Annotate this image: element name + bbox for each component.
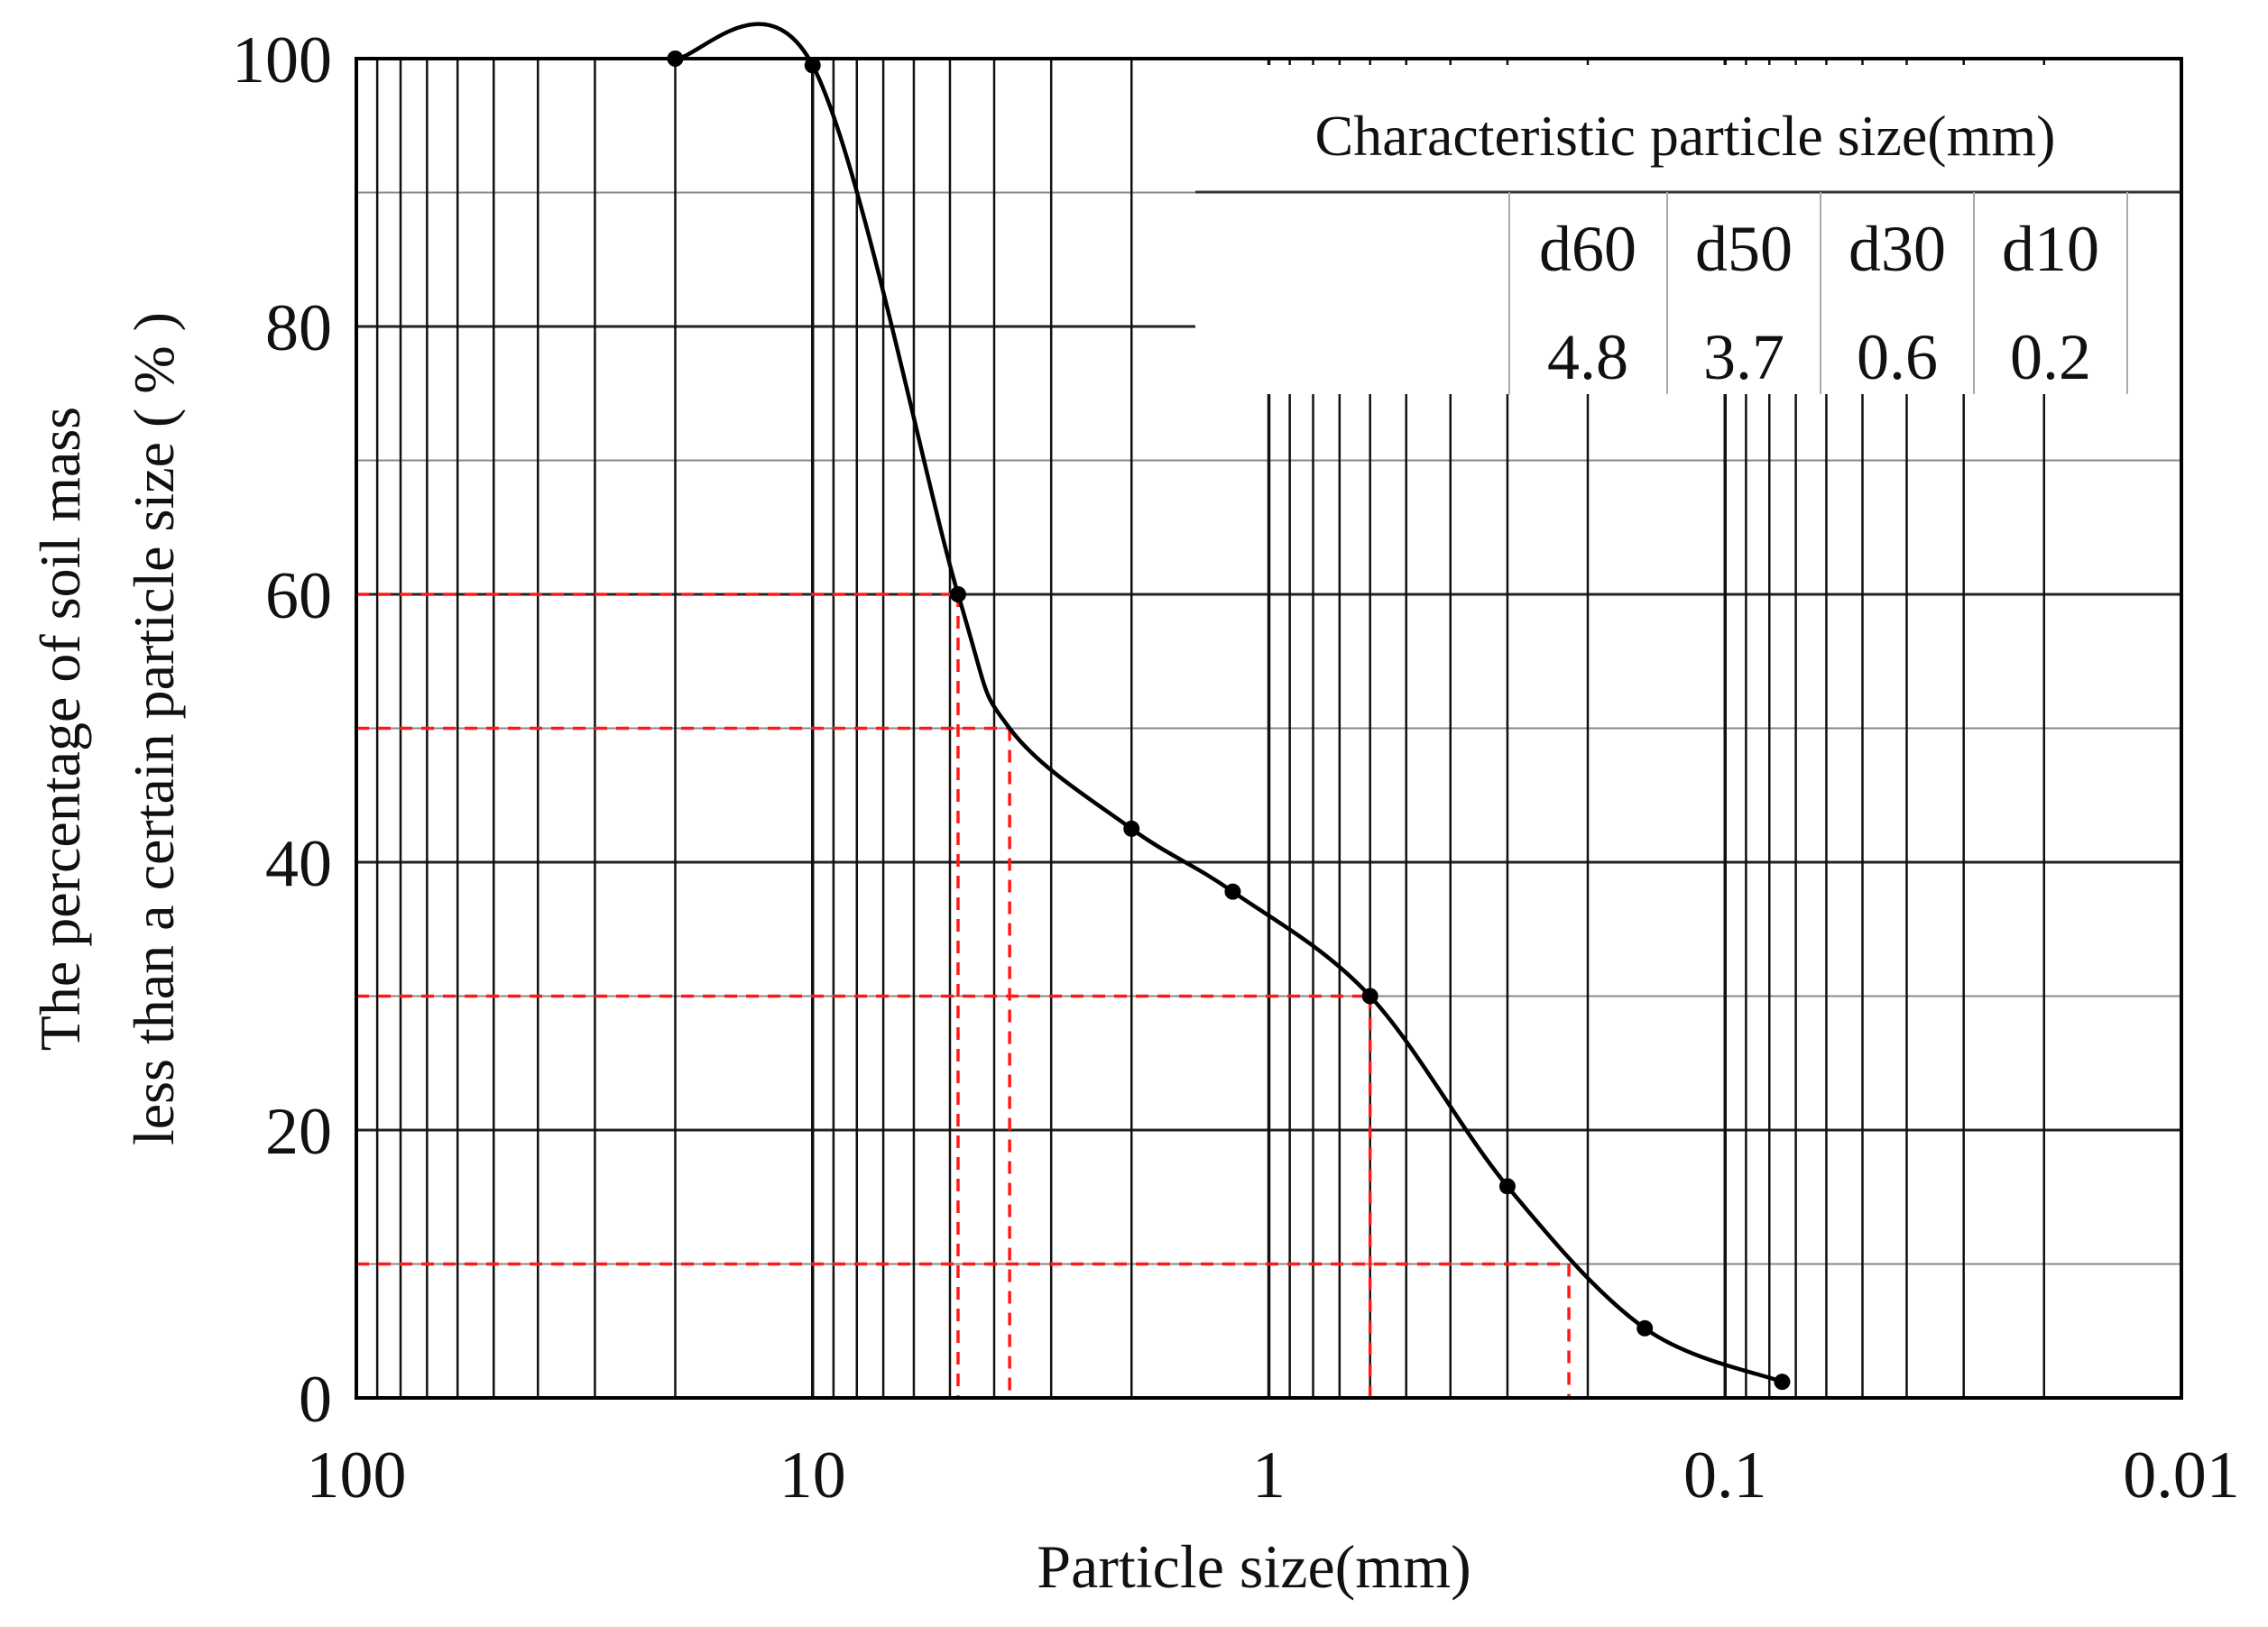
x-tick-label: 0.01: [2123, 1439, 2240, 1512]
legend-value-d60: 4.8: [1547, 321, 1628, 393]
legend-header-d30: d30: [1849, 213, 1946, 285]
y-axis-label-line1: The percentage of soil mass: [28, 407, 92, 1051]
data-point: [1774, 1374, 1791, 1391]
data-point: [1224, 883, 1241, 900]
series-layer: [667, 22, 1791, 1391]
legend-table-title: Characteristic particle size(mm): [1315, 104, 2056, 168]
plot-frame: [355, 57, 2183, 1400]
data-point: [1498, 1178, 1516, 1195]
legend-header-d50: d50: [1695, 213, 1793, 285]
y-tick-label: 80: [265, 291, 332, 365]
legend-table: Characteristic particle size(mm) d60 d50…: [1195, 65, 2181, 394]
y-tick-label: 60: [265, 559, 332, 633]
x-axis-label: Particle size(mm): [1037, 1532, 1471, 1601]
y-tick-labels: 0 20 40 60 80 100: [232, 23, 332, 1437]
data-point: [949, 586, 966, 602]
x-tick-labels: 100 10 1 0.1 0.01: [307, 1439, 2240, 1512]
legend-header-d10: d10: [2002, 213, 2099, 285]
legend-header-d60: d60: [1539, 213, 1636, 285]
legend-value-d30: 0.6: [1857, 321, 1938, 393]
x-tick-label: 10: [779, 1439, 846, 1512]
x-tick-label: 100: [307, 1439, 407, 1512]
data-point: [1123, 820, 1140, 837]
legend-table-background: [1195, 65, 2181, 394]
y-tick-label: 20: [265, 1095, 332, 1169]
y-tick-label: 100: [232, 23, 332, 97]
data-point: [1361, 988, 1378, 1005]
legend-value-d50: 3.7: [1703, 321, 1784, 393]
reference-lines: [356, 593, 1571, 1398]
data-point: [1636, 1319, 1654, 1337]
y-tick-label: 40: [265, 827, 332, 901]
legend-value-d10: 0.2: [2010, 321, 2091, 393]
y-tick-label: 0: [299, 1363, 332, 1437]
data-point: [804, 57, 821, 74]
y-axis-label-line2: less than a certain particle size ( % ): [122, 312, 186, 1145]
x-tick-label: 1: [1252, 1439, 1286, 1512]
x-tick-label: 0.1: [1683, 1439, 1767, 1512]
